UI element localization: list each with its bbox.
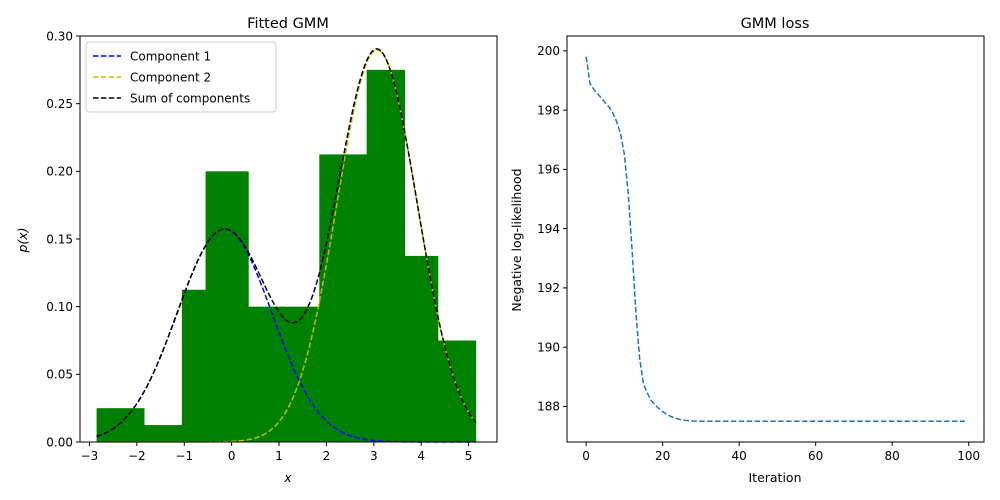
x-tick-label: 0: [582, 449, 590, 463]
x-tick-label: 100: [957, 449, 980, 463]
x-tick-label: 3: [370, 449, 378, 463]
y-tick-label: 194: [537, 222, 560, 236]
y-tick-label: 0.05: [46, 368, 73, 382]
y-tick-label: 0.25: [46, 97, 73, 111]
x-tick-label: 5: [465, 449, 473, 463]
loss-curve: [585, 56, 965, 423]
legend-label: Component 2: [130, 70, 211, 84]
histogram-bar: [319, 154, 368, 442]
y-tick-label: 0.30: [46, 29, 73, 43]
x-tick-label: 0: [228, 449, 236, 463]
y-tick-label: 190: [537, 340, 560, 354]
x-tick-label: 60: [808, 449, 823, 463]
gmm-loss-y-axis-label: Negative log-likelihood: [509, 168, 524, 311]
legend-box: [85, 41, 277, 113]
y-tick-label: 0.10: [46, 300, 73, 314]
gmm-loss-x-axis-label: Iteration: [748, 470, 801, 485]
histogram-bar: [181, 289, 207, 442]
legend-label: Sum of components: [130, 91, 250, 105]
x-tick-label: −1: [175, 449, 193, 463]
loss-line: [585, 56, 965, 423]
fitted-gmm-x-axis-label: x: [283, 470, 292, 485]
histogram-bar: [205, 171, 249, 443]
x-tick-label: −2: [128, 449, 146, 463]
gmm-loss-x-ticks: 0 20 40 60 80 100: [582, 442, 980, 463]
fitted-gmm-title: Fitted GMM: [247, 16, 329, 32]
fitted-gmm-panel: Fitted GMM −3 −2 −1 0 1 2 3 4 5 0.00 0.05 0.10 0.15…: [15, 16, 498, 485]
gmm-loss-title: GMM loss: [741, 16, 810, 32]
y-tick-label: 192: [537, 281, 560, 295]
legend: Component 1 Component 2 Sum of components: [85, 41, 277, 113]
histogram-bar: [366, 69, 406, 442]
x-tick-label: 1: [275, 449, 283, 463]
x-tick-label: 40: [732, 449, 747, 463]
y-tick-label: 0.00: [46, 435, 73, 449]
histogram-bar: [437, 340, 477, 442]
series-line-2: [96, 49, 477, 443]
histogram-bar: [96, 408, 145, 442]
gmm-loss-axes-frame: [566, 35, 985, 443]
y-tick-label: 198: [537, 103, 560, 117]
x-tick-label: 4: [417, 449, 425, 463]
x-tick-label: 2: [323, 449, 331, 463]
series-line-3: [96, 48, 477, 438]
histogram-bars: [96, 69, 477, 443]
fitted-gmm-y-axis-label: p(x): [15, 227, 30, 253]
y-tick-label: 196: [537, 163, 560, 177]
gmm-loss-y-ticks: 188 190 192 194 196 198 200: [537, 44, 567, 414]
y-tick-label: 188: [537, 400, 560, 414]
legend-label: Component 1: [130, 49, 211, 63]
fitted-gmm-x-ticks: −3 −2 −1 0 1 2 3 4 5: [81, 442, 473, 463]
y-tick-label: 0.15: [46, 232, 73, 246]
x-tick-label: 80: [885, 449, 900, 463]
y-tick-label: 0.20: [46, 165, 73, 179]
y-tick-label: 200: [537, 44, 560, 58]
fitted-gmm-y-ticks: 0.00 0.05 0.10 0.15 0.20 0.25 0.30: [46, 29, 80, 449]
x-tick-label: 20: [655, 449, 670, 463]
histogram-bar: [404, 255, 439, 442]
x-tick-label: −3: [81, 449, 99, 463]
histogram-bar: [248, 306, 320, 442]
histogram-bar: [143, 425, 183, 442]
gmm-loss-panel: GMM loss 0 20 40 60 80 100 188 190 192 194 196 198…: [509, 16, 985, 485]
